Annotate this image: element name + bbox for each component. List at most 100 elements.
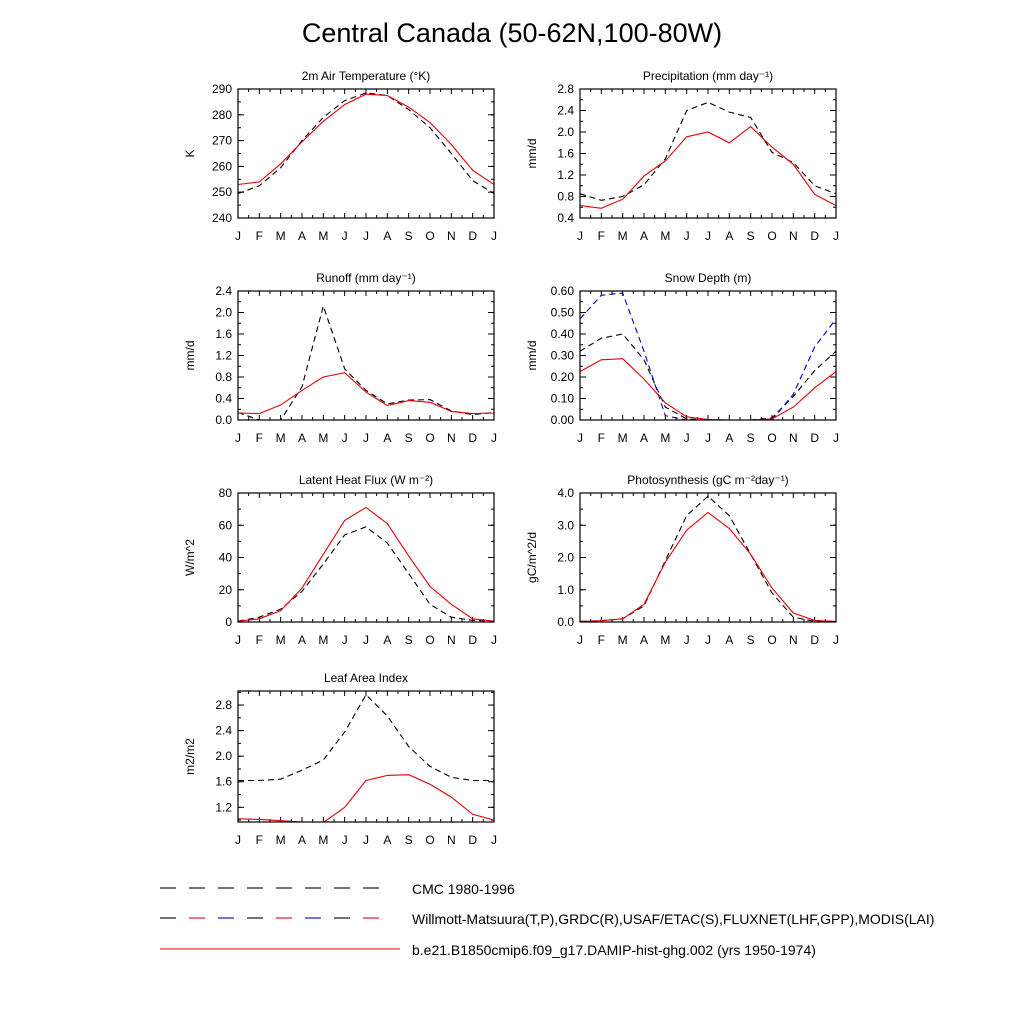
series-line-b-e21-b1850cmip6-f09-g17 xyxy=(580,125,836,209)
x-tick-label: M xyxy=(318,431,328,445)
series-line-b-e21-b1850cmip6-f09-g17 xyxy=(238,372,494,415)
x-tick-label: S xyxy=(747,229,755,243)
x-tick-label: M xyxy=(276,229,286,243)
x-tick-label: A xyxy=(725,229,733,243)
x-tick-label: J xyxy=(491,431,497,445)
y-tick-label: 0.00 xyxy=(551,413,575,427)
y-tick-label: 0.8 xyxy=(557,190,574,204)
x-tick-label: F xyxy=(598,633,605,647)
x-tick-label: J xyxy=(491,833,497,847)
x-tick-label: D xyxy=(810,633,819,647)
x-tick-label: O xyxy=(425,229,434,243)
chart-panel-snow-depth-m: Snow Depth (m)mm/dJ F M A M J J A S O N D J0.000.100… xyxy=(525,271,839,445)
series-line-b-e21-b1850cmip6-f09-g17 xyxy=(580,358,836,420)
x-tick-label: J xyxy=(235,229,241,243)
x-tick-label: O xyxy=(767,633,776,647)
y-tick-label: 280 xyxy=(212,108,232,122)
x-tick-label: J xyxy=(363,833,369,847)
series-line-b-e21-b1850cmip6-f09-g17 xyxy=(238,506,494,622)
y-tick-label: 0.0 xyxy=(215,413,232,427)
y-tick-label: 2.8 xyxy=(557,82,574,96)
x-tick-label: N xyxy=(789,633,798,647)
x-tick-label: J xyxy=(577,229,583,243)
legend-label-model: b.e21.B1850cmip6.f09_g17.DAMIP-hist-ghg.… xyxy=(412,942,816,958)
y-tick-label: 2.0 xyxy=(215,749,232,763)
x-tick-label: S xyxy=(747,633,755,647)
x-tick-label: A xyxy=(725,431,733,445)
x-tick-label: F xyxy=(256,229,263,243)
y-tick-label: 1.6 xyxy=(215,327,232,341)
y-axis-label: mm/d xyxy=(525,341,539,371)
y-tick-label: 2.4 xyxy=(215,284,232,298)
x-tick-label: J xyxy=(491,229,497,243)
y-tick-label: 0.8 xyxy=(215,370,232,384)
y-tick-label: 1.0 xyxy=(557,583,574,597)
x-tick-label: A xyxy=(383,229,391,243)
chart-panel-2m-air-temperature-k: 2m Air Temperature (°K)KJ F M A M J J A S O N D J240… xyxy=(183,69,497,243)
y-tick-label: 270 xyxy=(212,134,232,148)
x-tick-label: D xyxy=(810,431,819,445)
y-tick-label: 1.6 xyxy=(215,775,232,789)
y-tick-label: 2.4 xyxy=(557,104,574,118)
x-tick-label: D xyxy=(468,833,477,847)
x-tick-label: S xyxy=(405,833,413,847)
x-tick-label: J xyxy=(491,633,497,647)
x-tick-label: M xyxy=(276,833,286,847)
series-line-willmott-matsuura-t-p-gr xyxy=(580,495,836,622)
x-tick-label: A xyxy=(298,633,306,647)
x-tick-label: J xyxy=(705,633,711,647)
x-tick-label: F xyxy=(256,633,263,647)
x-tick-label: N xyxy=(789,229,798,243)
y-tick-label: 2.0 xyxy=(557,551,574,565)
y-tick-label: 290 xyxy=(212,82,232,96)
plot-frame xyxy=(237,290,495,421)
chart-panel-runoff-mm-day: Runoff (mm day⁻¹)mm/dJ F M A M J J A S O N D J0.00.4… xyxy=(183,271,497,445)
y-tick-label: 0.4 xyxy=(215,392,232,406)
x-tick-label: J xyxy=(235,633,241,647)
x-tick-label: D xyxy=(468,229,477,243)
x-tick-label: N xyxy=(447,833,456,847)
y-tick-label: 1.2 xyxy=(215,800,232,814)
y-tick-label: 260 xyxy=(212,159,232,173)
x-tick-label: A xyxy=(383,833,391,847)
x-tick-label: N xyxy=(447,431,456,445)
x-tick-label: J xyxy=(363,633,369,647)
x-tick-label: A xyxy=(298,229,306,243)
series-line-willmott-matsuura-t-p-gr xyxy=(238,693,494,782)
series-line-b-e21-b1850cmip6-f09-g17 xyxy=(580,511,836,622)
x-tick-label: O xyxy=(425,833,434,847)
x-tick-label: O xyxy=(767,431,776,445)
y-tick-label: 40 xyxy=(219,551,233,565)
series-line-cmc-1980-1996 xyxy=(238,92,494,195)
x-tick-label: A xyxy=(640,431,648,445)
x-tick-label: J xyxy=(684,633,690,647)
y-tick-label: 2.8 xyxy=(215,698,232,712)
x-tick-label: D xyxy=(468,633,477,647)
y-tick-label: 1.6 xyxy=(557,147,574,161)
plot-frame xyxy=(579,492,837,623)
y-tick-label: 4.0 xyxy=(557,486,574,500)
y-tick-label: 3.0 xyxy=(557,518,574,532)
y-tick-label: 0.0 xyxy=(557,615,574,629)
x-tick-label: M xyxy=(660,633,670,647)
y-tick-label: 2.0 xyxy=(215,306,232,320)
x-tick-label: J xyxy=(705,431,711,445)
x-tick-label: A xyxy=(640,229,648,243)
y-tick-label: 0.50 xyxy=(551,306,575,320)
x-tick-label: J xyxy=(705,229,711,243)
plot-frame xyxy=(579,88,837,219)
y-tick-label: 2.4 xyxy=(215,724,232,738)
plot-frame xyxy=(237,690,495,823)
panel-title: Precipitation (mm day⁻¹) xyxy=(643,69,773,83)
panel-title: Snow Depth (m) xyxy=(665,271,752,285)
series-line-b-e21-b1850cmip6-f09-g17 xyxy=(238,93,494,186)
x-tick-label: J xyxy=(363,431,369,445)
x-tick-label: F xyxy=(256,833,263,847)
x-tick-label: J xyxy=(235,833,241,847)
y-tick-label: 2.0 xyxy=(557,125,574,139)
y-axis-label: W/m^2 xyxy=(183,539,197,576)
plot-frame xyxy=(237,492,495,623)
y-tick-label: 0.4 xyxy=(557,211,574,225)
